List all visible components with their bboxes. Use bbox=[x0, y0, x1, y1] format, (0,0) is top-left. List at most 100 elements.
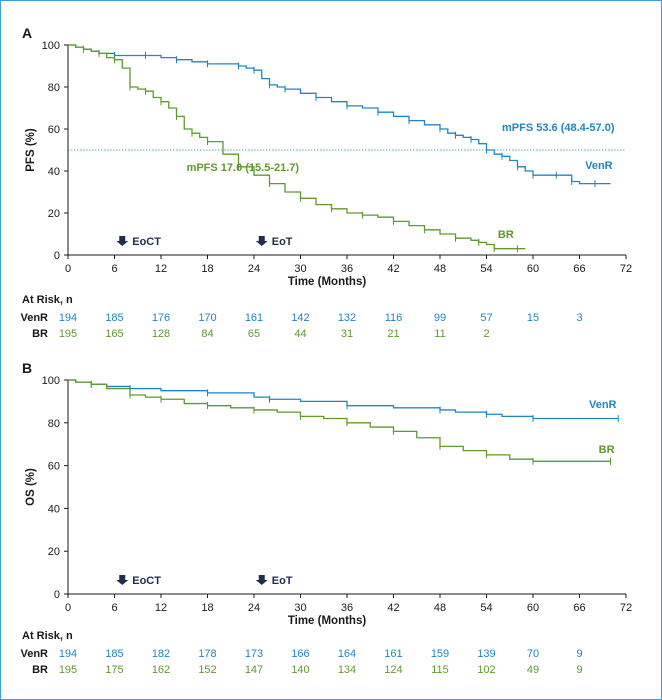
at-risk-count-br: 2 bbox=[483, 328, 489, 340]
y-tick-label: 0 bbox=[54, 250, 60, 262]
x-axis-title: Time (Months) bbox=[288, 615, 367, 627]
at-risk-title: At Risk, n bbox=[22, 294, 73, 306]
at-risk-label-br: BR bbox=[32, 664, 48, 676]
y-tick-label: 80 bbox=[48, 82, 60, 94]
y-axis-title: PFS (%) bbox=[25, 128, 37, 172]
y-tick-label: 100 bbox=[42, 375, 60, 387]
y-axis-title: OS (%) bbox=[25, 468, 37, 506]
x-tick-label: 30 bbox=[294, 602, 306, 614]
y-tick-label: 20 bbox=[48, 546, 60, 558]
at-risk-count-br: 31 bbox=[341, 328, 353, 340]
x-tick-label: 18 bbox=[201, 602, 213, 614]
x-axis-title: Time (Months) bbox=[288, 276, 367, 288]
panel-letter: A bbox=[22, 25, 32, 41]
at-risk-count-venr: 116 bbox=[385, 312, 403, 324]
y-tick-label: 100 bbox=[42, 40, 60, 52]
at-risk-count-br: 102 bbox=[477, 664, 495, 676]
at-risk-count-venr: 161 bbox=[245, 312, 263, 324]
y-tick-label: 20 bbox=[48, 208, 60, 220]
x-tick-label: 18 bbox=[201, 263, 213, 275]
at-risk-count-venr: 166 bbox=[291, 648, 309, 660]
series-line-venr bbox=[68, 379, 619, 420]
down-arrow-icon bbox=[255, 575, 268, 585]
at-risk-count-venr: 178 bbox=[198, 648, 216, 660]
panel-letter: B bbox=[22, 360, 32, 376]
at-risk-count-br: 124 bbox=[384, 664, 402, 676]
annotation-venr: mPFS 53.6 (48.4-57.0) bbox=[502, 122, 615, 134]
x-tick-label: 54 bbox=[480, 602, 492, 614]
at-risk-count-br: 134 bbox=[338, 664, 356, 676]
y-tick-label: 0 bbox=[54, 589, 60, 601]
at-risk-count-venr: 139 bbox=[477, 648, 495, 660]
down-arrow-icon bbox=[116, 575, 129, 585]
x-tick-label: 42 bbox=[387, 263, 399, 275]
at-risk-count-venr: 142 bbox=[291, 312, 309, 324]
x-tick-label: 66 bbox=[573, 263, 585, 275]
at-risk-count-br: 165 bbox=[105, 328, 123, 340]
x-tick-label: 42 bbox=[387, 602, 399, 614]
at-risk-count-venr: 70 bbox=[527, 648, 539, 660]
at-risk-count-br: 21 bbox=[387, 328, 399, 340]
x-tick-label: 12 bbox=[155, 263, 167, 275]
at-risk-count-venr: 170 bbox=[198, 312, 216, 324]
annotation-br: mPFS 17.0 (15.5-21.7) bbox=[187, 162, 300, 174]
at-risk-count-venr: 176 bbox=[152, 312, 170, 324]
at-risk-count-venr: 185 bbox=[105, 312, 123, 324]
y-tick-label: 60 bbox=[48, 461, 60, 473]
marker-eot: EoT bbox=[272, 575, 293, 587]
x-tick-label: 72 bbox=[620, 263, 632, 275]
x-tick-label: 66 bbox=[573, 602, 585, 614]
at-risk-count-venr: 99 bbox=[434, 312, 446, 324]
x-tick-label: 36 bbox=[341, 602, 353, 614]
at-risk-count-venr: 9 bbox=[576, 648, 582, 660]
x-tick-label: 60 bbox=[527, 602, 539, 614]
at-risk-count-br: 195 bbox=[59, 328, 77, 340]
x-tick-label: 6 bbox=[111, 263, 117, 275]
at-risk-label-br: BR bbox=[32, 328, 48, 340]
at-risk-title: At Risk, n bbox=[22, 630, 73, 642]
at-risk-count-br: 195 bbox=[59, 664, 77, 676]
marker-eoct: EoCT bbox=[132, 236, 161, 248]
at-risk-count-venr: 161 bbox=[384, 648, 402, 660]
at-risk-count-br: 49 bbox=[527, 664, 539, 676]
x-tick-label: 54 bbox=[480, 263, 492, 275]
at-risk-count-br: 162 bbox=[152, 664, 170, 676]
at-risk-count-venr: 194 bbox=[59, 312, 77, 324]
at-risk-count-br: 128 bbox=[152, 328, 170, 340]
series-label-venr: VenR bbox=[589, 399, 617, 411]
x-tick-label: 72 bbox=[620, 602, 632, 614]
x-tick-label: 0 bbox=[65, 263, 71, 275]
at-risk-count-venr: 132 bbox=[338, 312, 356, 324]
x-tick-label: 12 bbox=[155, 602, 167, 614]
y-tick-label: 60 bbox=[48, 124, 60, 136]
at-risk-count-venr: 173 bbox=[245, 648, 263, 660]
y-tick-label: 40 bbox=[48, 503, 60, 515]
y-tick-label: 80 bbox=[48, 418, 60, 430]
at-risk-count-venr: 185 bbox=[105, 648, 123, 660]
series-label-br: BR bbox=[599, 444, 615, 456]
at-risk-count-br: 9 bbox=[576, 664, 582, 676]
x-tick-label: 24 bbox=[248, 263, 260, 275]
x-tick-label: 36 bbox=[341, 263, 353, 275]
x-tick-label: 48 bbox=[434, 263, 446, 275]
series-line-venr bbox=[68, 44, 611, 185]
series-line-br bbox=[68, 379, 611, 462]
at-risk-label-venr: VenR bbox=[20, 312, 48, 324]
series-label-br: BR bbox=[498, 229, 514, 241]
at-risk-count-br: 147 bbox=[245, 664, 263, 676]
at-risk-count-br: 152 bbox=[198, 664, 216, 676]
series-line-br bbox=[68, 44, 526, 250]
x-tick-label: 0 bbox=[65, 602, 71, 614]
at-risk-count-br: 175 bbox=[105, 664, 123, 676]
panel-b: B 0 20 40 60 80 100 0 6 12 18 24 30 36 42 48 54 60 66 72 Tim… bbox=[20, 360, 632, 676]
x-tick-label: 48 bbox=[434, 602, 446, 614]
down-arrow-icon bbox=[255, 236, 268, 246]
at-risk-count-br: 11 bbox=[434, 328, 445, 340]
x-tick-label: 24 bbox=[248, 602, 260, 614]
x-tick-label: 60 bbox=[527, 263, 539, 275]
at-risk-count-venr: 3 bbox=[576, 312, 582, 324]
marker-eot: EoT bbox=[272, 236, 293, 248]
at-risk-count-br: 44 bbox=[294, 328, 306, 340]
at-risk-count-venr: 159 bbox=[431, 648, 449, 660]
